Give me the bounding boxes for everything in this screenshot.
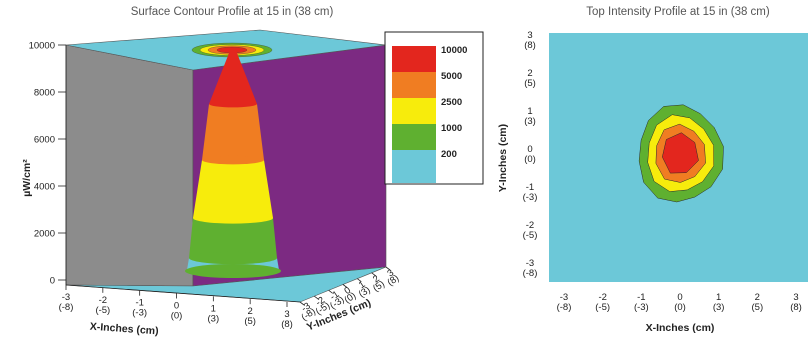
contour-x-tick-cm: (5)	[752, 302, 764, 313]
contour-x-tick-label: 1	[716, 292, 721, 303]
surface-x-axis-ticks: -3(-8) -2(-5) -1(-3) 0(0) 1(3) 2(5) 3(8)	[59, 284, 301, 330]
y3-tick-mark	[314, 295, 319, 300]
peak-band-base-1000	[189, 251, 277, 265]
y3-tick-label: 1	[357, 279, 368, 291]
legend-label-10000: 10000	[441, 45, 467, 56]
x3-tick-label: -3	[62, 292, 70, 303]
z-tick-label: 4000	[34, 182, 55, 193]
contour-y-axis-label: Y-Inches (cm)	[497, 124, 509, 192]
contour-rings	[638, 104, 724, 203]
peak-band-base-10000	[209, 100, 257, 108]
peak-base	[185, 264, 281, 278]
x3-tick-label: -1	[135, 298, 143, 309]
y3-tick-cm: (3)	[357, 284, 373, 300]
surface-chart-title: Surface Contour Profile at 15 in (38 cm)	[131, 6, 334, 18]
x3-tick-cm: (3)	[208, 313, 220, 324]
contour-x-tick-label: 0	[677, 292, 682, 303]
contour-x-tick-label: -3	[560, 292, 568, 303]
x3-tick-cm: (8)	[281, 319, 293, 330]
contour-x-tick-cm: (3)	[713, 302, 725, 313]
surface-legend: 10000 5000 2500 1000 200	[384, 31, 484, 185]
x3-tick-label: 0	[174, 301, 179, 312]
contour-y-tick-cm: (3)	[524, 116, 536, 127]
x3-tick-label: -2	[99, 295, 107, 306]
z-tick-label: 10000	[29, 41, 55, 52]
contour-x-tick-cm: (-8)	[557, 302, 572, 313]
contour-x-axis-ticks: -3(-8) -2(-5) -1(-3) 0(0) 1(3) 2(5) 3(8)	[557, 292, 802, 313]
contour-y-tick-label: 3	[527, 30, 532, 41]
x3-tick-cm: (5)	[244, 316, 256, 327]
legend-label-200: 200	[441, 149, 457, 160]
contour-y-tick-cm: (5)	[524, 78, 536, 89]
contour-y-axis-ticks: 3(8) 2(5) 1(3) 0(0) -1(-3) -2(-5) -3(-8)	[523, 30, 538, 279]
x3-tick-label: 3	[284, 309, 289, 320]
z-tick-label: 8000	[34, 88, 55, 99]
y3-tick-cm: (5)	[371, 279, 387, 295]
legend-swatch-5000	[392, 72, 436, 98]
contour-y-tick-label: -2	[526, 220, 534, 231]
contour-x-tick-cm: (-3)	[634, 302, 649, 313]
legend-swatch-200	[392, 150, 436, 183]
contour-y-tick-cm: (0)	[524, 154, 536, 165]
y3-tick-mark	[299, 301, 305, 306]
z-axis-ticks: 0 2000 4000 6000 8000 10000	[29, 41, 67, 287]
legend-label-5000: 5000	[441, 71, 462, 82]
legend-label-1000: 1000	[441, 123, 462, 134]
contour-x-tick-cm: (8)	[790, 302, 802, 313]
y3-tick-cm: (0)	[342, 290, 358, 306]
contour-x-tick-label: 2	[755, 292, 760, 303]
peak-band-5000	[202, 104, 264, 160]
y3-tick-mark	[342, 284, 348, 288]
contour-y-tick-label: -1	[526, 182, 534, 193]
legend-swatch-1000	[392, 124, 436, 150]
contour-x-tick-cm: (0)	[674, 302, 686, 313]
contour-x-tick-label: 3	[793, 292, 798, 303]
peak-band-1000	[189, 218, 277, 258]
x3-tick-cm: (-3)	[132, 308, 147, 319]
peak-band-base-2500	[193, 212, 273, 224]
contour-y-tick-label: 0	[527, 144, 532, 155]
y3-tick-mark	[328, 290, 333, 294]
contour-y-tick-label: -3	[526, 258, 534, 269]
contour-x-tick-cm: (-5)	[595, 302, 610, 313]
legend-label-2500: 2500	[441, 97, 462, 108]
x3-tick-cm: (-5)	[95, 305, 110, 316]
contour-y-tick-cm: (-5)	[523, 230, 538, 241]
y3-tick-mark	[371, 272, 376, 277]
contour-x-axis-label: X-Inches (cm)	[646, 322, 715, 334]
peak-band-2500	[193, 160, 273, 218]
x3-tick-label: 1	[211, 303, 216, 314]
z-tick-label: 2000	[34, 229, 55, 240]
contour-x-tick-label: -2	[598, 292, 606, 303]
x3-axis-line	[65, 284, 301, 303]
z-axis-label: µW/cm²	[21, 159, 33, 197]
y3-tick-label: 0	[342, 285, 353, 297]
peak-band-10000	[209, 48, 257, 104]
x3-tick-cm: (0)	[171, 311, 183, 322]
z-tick-label: 6000	[34, 135, 55, 146]
contour-chart-title: Top Intensity Profile at 15 in (38 cm)	[586, 6, 770, 18]
peak-band-base-5000	[202, 155, 264, 165]
x3-tick-label: 2	[248, 306, 253, 317]
z-tick-label: 0	[50, 276, 55, 287]
surface-x-axis-label: X-Inches (cm)	[89, 321, 159, 338]
contour-y-tick-cm: (-8)	[523, 268, 538, 279]
contour-y-tick-label: 2	[527, 68, 532, 79]
contour-y-tick-label: 1	[527, 106, 532, 117]
x3-tick-cm: (-8)	[59, 302, 74, 313]
contour-x-tick-label: -1	[637, 292, 645, 303]
y3-tick-mark	[385, 266, 391, 271]
y3-tick-label: 3	[385, 267, 396, 279]
y3-tick-mark	[357, 278, 362, 282]
contour-10000	[662, 132, 699, 174]
y3-tick-cm: (8)	[385, 273, 401, 289]
legend-swatch-2500	[392, 98, 436, 124]
contour-y-tick-cm: (-3)	[523, 192, 538, 203]
legend-swatch-10000	[392, 46, 436, 72]
back-left-wall	[65, 44, 194, 287]
contour-y-tick-cm: (8)	[524, 40, 536, 51]
y3-tick-label: 2	[371, 273, 382, 285]
surface-peak	[185, 48, 281, 278]
